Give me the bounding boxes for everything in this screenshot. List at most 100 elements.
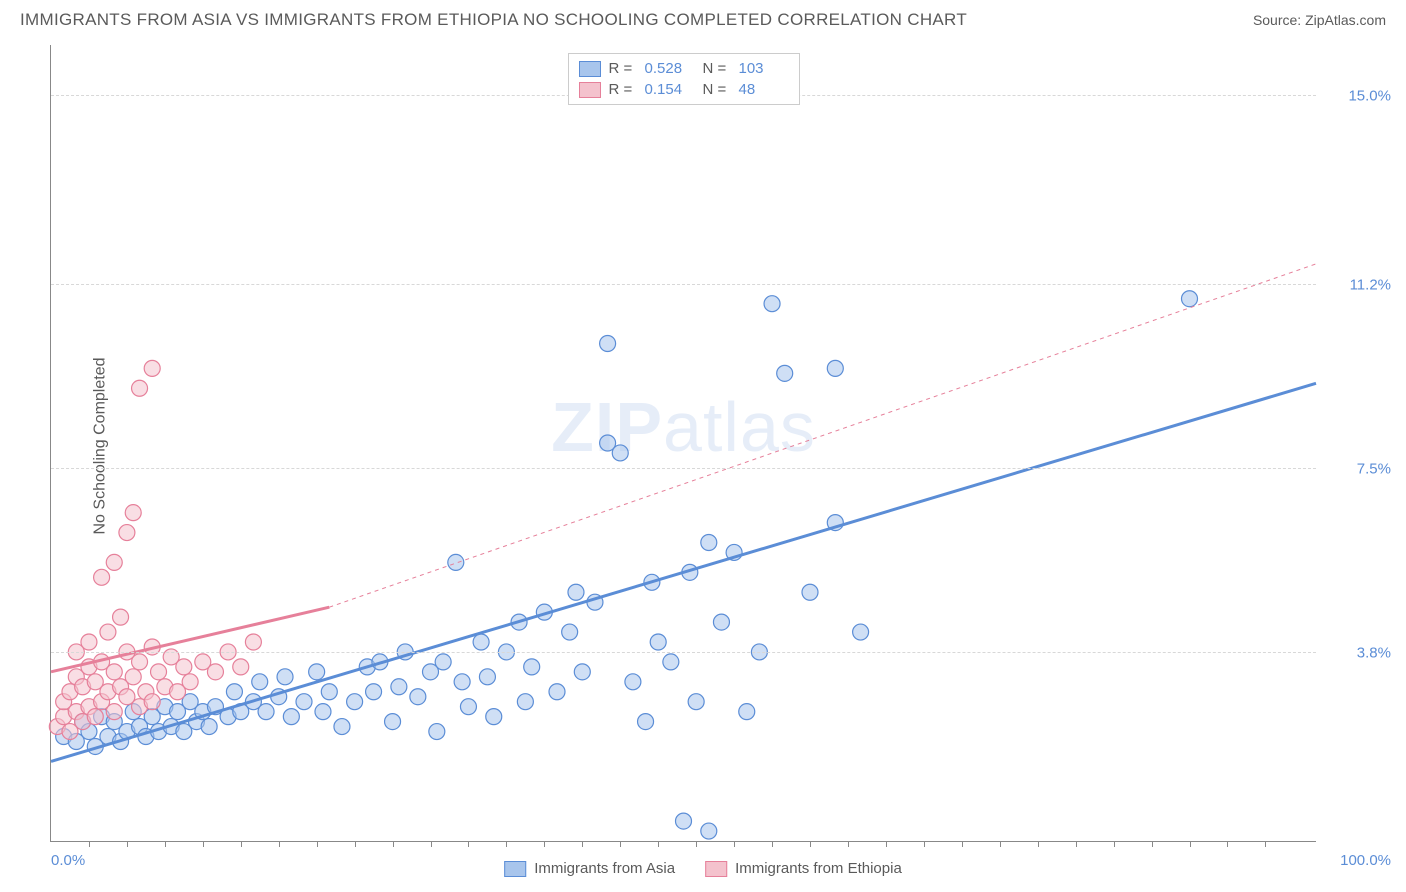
trend-line	[51, 383, 1316, 761]
data-point	[334, 719, 350, 735]
y-tick-label: 7.5%	[1357, 460, 1391, 477]
legend-item: Immigrants from Asia	[504, 860, 675, 877]
data-point	[144, 360, 160, 376]
x-tick-mark	[317, 841, 318, 847]
data-point	[385, 714, 401, 730]
data-point	[132, 380, 148, 396]
data-point	[435, 654, 451, 670]
x-tick-mark	[355, 841, 356, 847]
x-axis-max-label: 100.0%	[1340, 852, 1391, 869]
x-tick-mark	[1038, 841, 1039, 847]
trend-line-extension	[329, 264, 1316, 607]
gridline: 7.5%	[51, 468, 1316, 469]
data-point	[144, 694, 160, 710]
x-tick-mark	[506, 841, 507, 847]
data-point	[676, 813, 692, 829]
x-tick-mark	[620, 841, 621, 847]
data-point	[309, 664, 325, 680]
legend-swatch	[579, 82, 601, 98]
legend-n-label: N =	[703, 60, 731, 77]
x-tick-mark	[89, 841, 90, 847]
x-tick-mark	[582, 841, 583, 847]
data-point	[574, 664, 590, 680]
data-point	[252, 674, 268, 690]
legend-label: Immigrants from Asia	[534, 860, 675, 877]
data-point	[81, 634, 97, 650]
data-point	[113, 609, 129, 625]
data-point	[429, 724, 445, 740]
legend-swatch	[705, 861, 727, 877]
legend-row: R =0.154N =48	[579, 79, 789, 100]
data-point	[207, 664, 223, 680]
data-point	[233, 659, 249, 675]
legend-n-value: 103	[739, 60, 789, 77]
data-point	[568, 584, 584, 600]
data-point	[663, 654, 679, 670]
data-point	[460, 699, 476, 715]
x-tick-mark	[1190, 841, 1191, 847]
data-point	[410, 689, 426, 705]
data-point	[132, 654, 148, 670]
x-tick-mark	[886, 841, 887, 847]
data-point	[486, 709, 502, 725]
data-point	[106, 664, 122, 680]
x-tick-mark	[696, 841, 697, 847]
data-point	[517, 694, 533, 710]
legend-n-value: 48	[739, 81, 789, 98]
x-tick-mark	[127, 841, 128, 847]
data-point	[650, 634, 666, 650]
x-tick-mark	[1114, 841, 1115, 847]
x-axis-min-label: 0.0%	[51, 852, 85, 869]
data-point	[283, 709, 299, 725]
data-point	[524, 659, 540, 675]
data-point	[802, 584, 818, 600]
x-tick-mark	[810, 841, 811, 847]
correlation-legend: R =0.528N =103R =0.154N =48	[568, 53, 800, 105]
data-point	[777, 365, 793, 381]
data-point	[701, 535, 717, 551]
series-legend: Immigrants from Asia Immigrants from Ethi…	[504, 860, 902, 877]
y-tick-label: 15.0%	[1348, 87, 1391, 104]
scatter-plot	[51, 45, 1316, 841]
x-tick-mark	[924, 841, 925, 847]
data-point	[245, 634, 261, 650]
data-point	[296, 694, 312, 710]
data-point	[347, 694, 363, 710]
data-point	[151, 664, 167, 680]
data-point	[764, 296, 780, 312]
legend-swatch	[579, 61, 601, 77]
chart-title: IMMIGRANTS FROM ASIA VS IMMIGRANTS FROM …	[20, 10, 967, 30]
legend-swatch	[504, 861, 526, 877]
gridline: 3.8%	[51, 652, 1316, 653]
data-point	[562, 624, 578, 640]
y-tick-label: 11.2%	[1350, 276, 1391, 293]
legend-r-value: 0.154	[645, 81, 695, 98]
x-tick-mark	[203, 841, 204, 847]
legend-r-label: R =	[609, 81, 637, 98]
data-point	[625, 674, 641, 690]
data-point	[612, 445, 628, 461]
x-tick-mark	[772, 841, 773, 847]
data-point	[479, 669, 495, 685]
data-point	[827, 360, 843, 376]
data-point	[176, 659, 192, 675]
data-point	[1182, 291, 1198, 307]
legend-r-value: 0.528	[645, 60, 695, 77]
data-point	[473, 634, 489, 650]
source-label: Source: ZipAtlas.com	[1253, 12, 1386, 28]
data-point	[182, 674, 198, 690]
x-tick-mark	[848, 841, 849, 847]
data-point	[600, 336, 616, 352]
data-point	[638, 714, 654, 730]
data-point	[448, 554, 464, 570]
data-point	[688, 694, 704, 710]
x-tick-mark	[1152, 841, 1153, 847]
x-tick-mark	[165, 841, 166, 847]
legend-r-label: R =	[609, 60, 637, 77]
x-tick-mark	[544, 841, 545, 847]
data-point	[549, 684, 565, 700]
legend-item: Immigrants from Ethiopia	[705, 860, 902, 877]
data-point	[713, 614, 729, 630]
data-point	[315, 704, 331, 720]
x-tick-mark	[1000, 841, 1001, 847]
